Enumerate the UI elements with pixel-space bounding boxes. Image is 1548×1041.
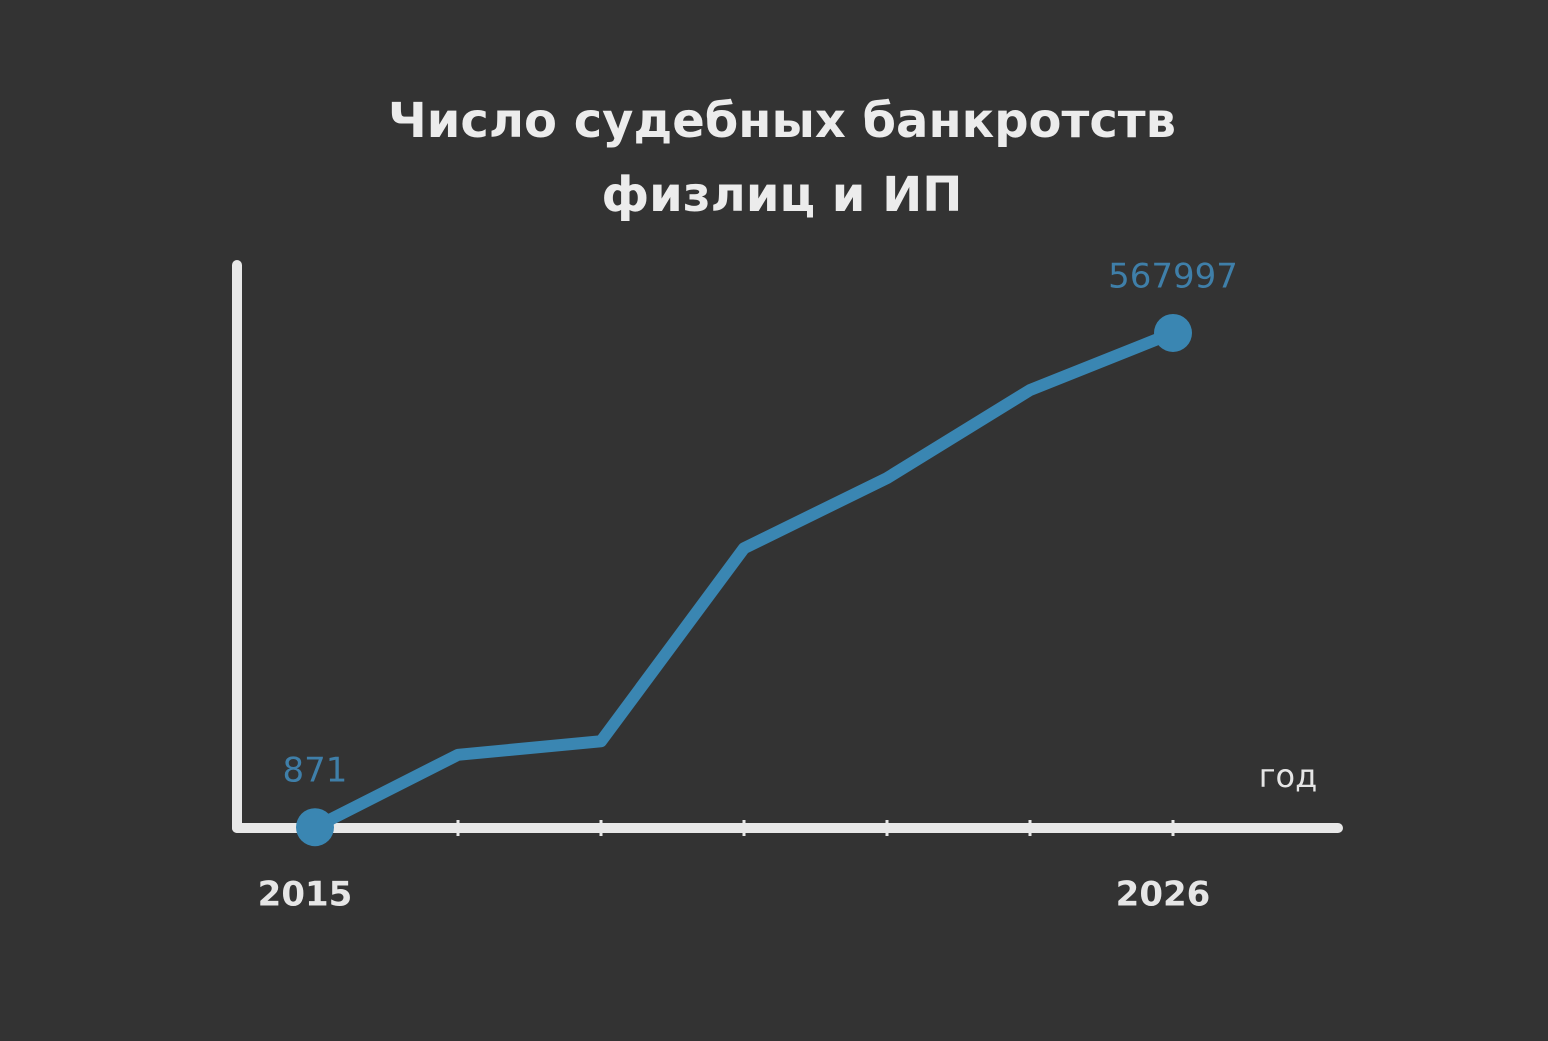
chart-title: физлиц и ИП xyxy=(602,167,963,223)
end-marker xyxy=(1154,313,1192,352)
data-line xyxy=(309,326,1179,834)
chart-title: Число судебных банкротств xyxy=(388,93,1176,149)
x-tick-label: 2026 xyxy=(1116,875,1211,915)
end-marker xyxy=(296,808,334,847)
data-label: 871 xyxy=(283,751,348,791)
x-axis-label: год xyxy=(1259,757,1318,795)
x-tick-label: 2015 xyxy=(258,875,353,915)
data-label: 567997 xyxy=(1108,256,1238,296)
